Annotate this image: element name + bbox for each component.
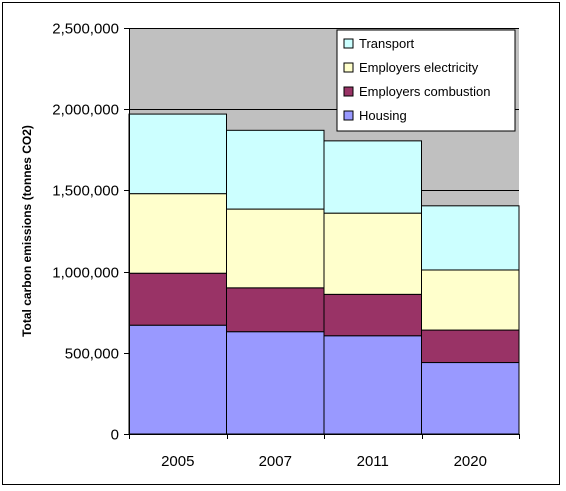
bar-segment-transport-2020 <box>421 205 520 271</box>
legend-swatch-transport <box>343 38 354 49</box>
legend-label-housing: Housing <box>359 108 407 123</box>
bar-segment-employers-electricity-2011 <box>323 212 422 295</box>
bar-segment-employers-combustion-2005 <box>128 272 227 326</box>
bar-segment-employers-electricity-2007 <box>226 208 325 289</box>
y-tick-label: 0 <box>111 427 119 444</box>
legend-label-transport: Transport <box>359 36 415 51</box>
x-tick-label: 2020 <box>454 453 487 470</box>
legend: Transport Employers electricity Employers … <box>336 29 516 132</box>
bar-segment-employers-combustion-2020 <box>421 329 520 364</box>
x-tick-label: 2011 <box>357 453 389 470</box>
y-axis-title: Total carbon emissions (tonnes CO2) <box>20 125 34 337</box>
bar-segment-housing-2007 <box>226 331 325 435</box>
y-tick-label: 500,000 <box>65 346 119 363</box>
y-tick-label: 1,000,000 <box>52 265 119 282</box>
bar-segment-employers-combustion-2007 <box>226 287 325 333</box>
legend-swatch-employers-combustion <box>343 86 354 97</box>
x-tick-label: 2005 <box>161 453 194 470</box>
bar-segment-employers-electricity-2020 <box>421 269 520 331</box>
bar-segment-transport-2007 <box>226 129 325 210</box>
y-tick-label: 1,500,000 <box>52 183 119 200</box>
bar-segment-employers-combustion-2011 <box>323 293 422 337</box>
legend-box <box>336 29 516 132</box>
bar-segment-housing-2011 <box>323 335 422 435</box>
bar-segment-housing-2020 <box>421 362 520 435</box>
legend-swatch-housing <box>343 110 354 121</box>
bar-segment-transport-2011 <box>323 140 422 214</box>
legend-swatch-employers-electricity <box>343 62 354 73</box>
bar-segment-employers-electricity-2005 <box>128 193 227 274</box>
x-tick-label: 2007 <box>259 453 292 470</box>
legend-label-employers-combustion: Employers combustion <box>359 84 491 99</box>
y-tick-label: 2,000,000 <box>52 102 119 119</box>
bar-segment-housing-2005 <box>128 324 227 435</box>
legend-label-employers-electricity: Employers electricity <box>359 60 479 75</box>
y-tick-label: 2,500,000 <box>52 21 119 38</box>
bar-segment-transport-2005 <box>128 113 227 195</box>
